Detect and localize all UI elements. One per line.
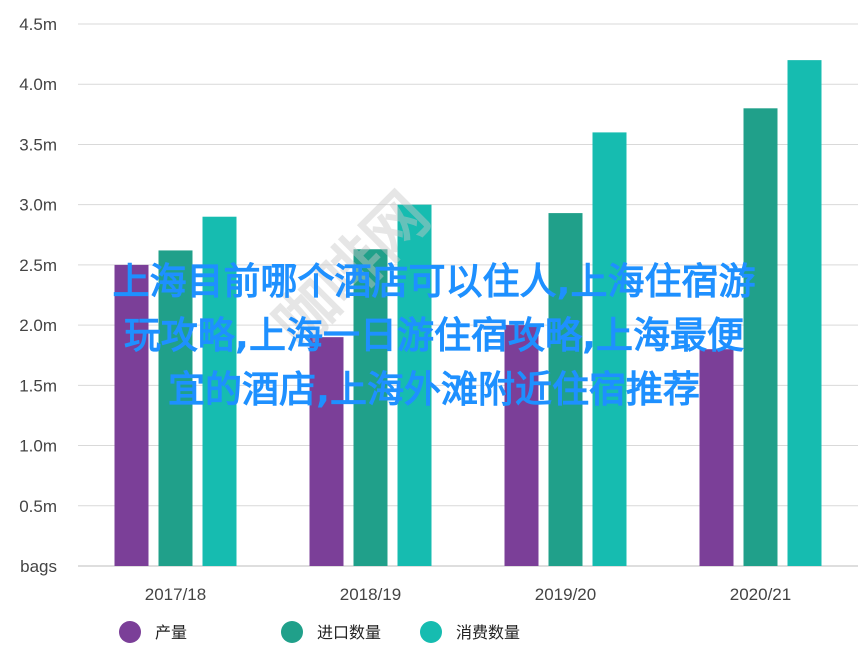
y-tick-label: 1.5m (19, 376, 57, 395)
x-tick-label: 2019/20 (535, 585, 596, 604)
legend-label: 产量 (155, 623, 187, 642)
x-tick-label: 2017/18 (145, 585, 206, 604)
bar (158, 250, 193, 567)
bar (548, 213, 583, 566)
y-tick-label: 3.0m (19, 196, 57, 215)
legend-marker (281, 621, 303, 643)
y-tick-label: 4.0m (19, 75, 57, 94)
legend-marker (119, 621, 141, 643)
bar (353, 249, 388, 566)
x-tick-label: 2020/21 (730, 585, 791, 604)
y-tick-label: 2.0m (19, 316, 57, 335)
legend-marker (420, 621, 442, 643)
y-tick-label: 0.5m (19, 497, 57, 516)
bar (202, 216, 237, 566)
legend-label: 消费数量 (456, 623, 520, 642)
y-tick-label: 1.0m (19, 437, 57, 456)
bar (397, 204, 432, 566)
bar (699, 349, 734, 566)
y-tick-label: 4.5m (19, 15, 57, 34)
y-tick-label: 2.5m (19, 256, 57, 275)
bar (504, 325, 539, 566)
y-tick-label: 3.5m (19, 135, 57, 154)
bar (114, 264, 149, 566)
legend-label: 进口数量 (317, 623, 381, 642)
bar (592, 132, 627, 566)
x-tick-label: 2018/19 (340, 585, 401, 604)
bar (309, 337, 344, 566)
bar (743, 108, 778, 567)
bar (787, 60, 822, 567)
y-tick-label: bags (20, 557, 57, 576)
